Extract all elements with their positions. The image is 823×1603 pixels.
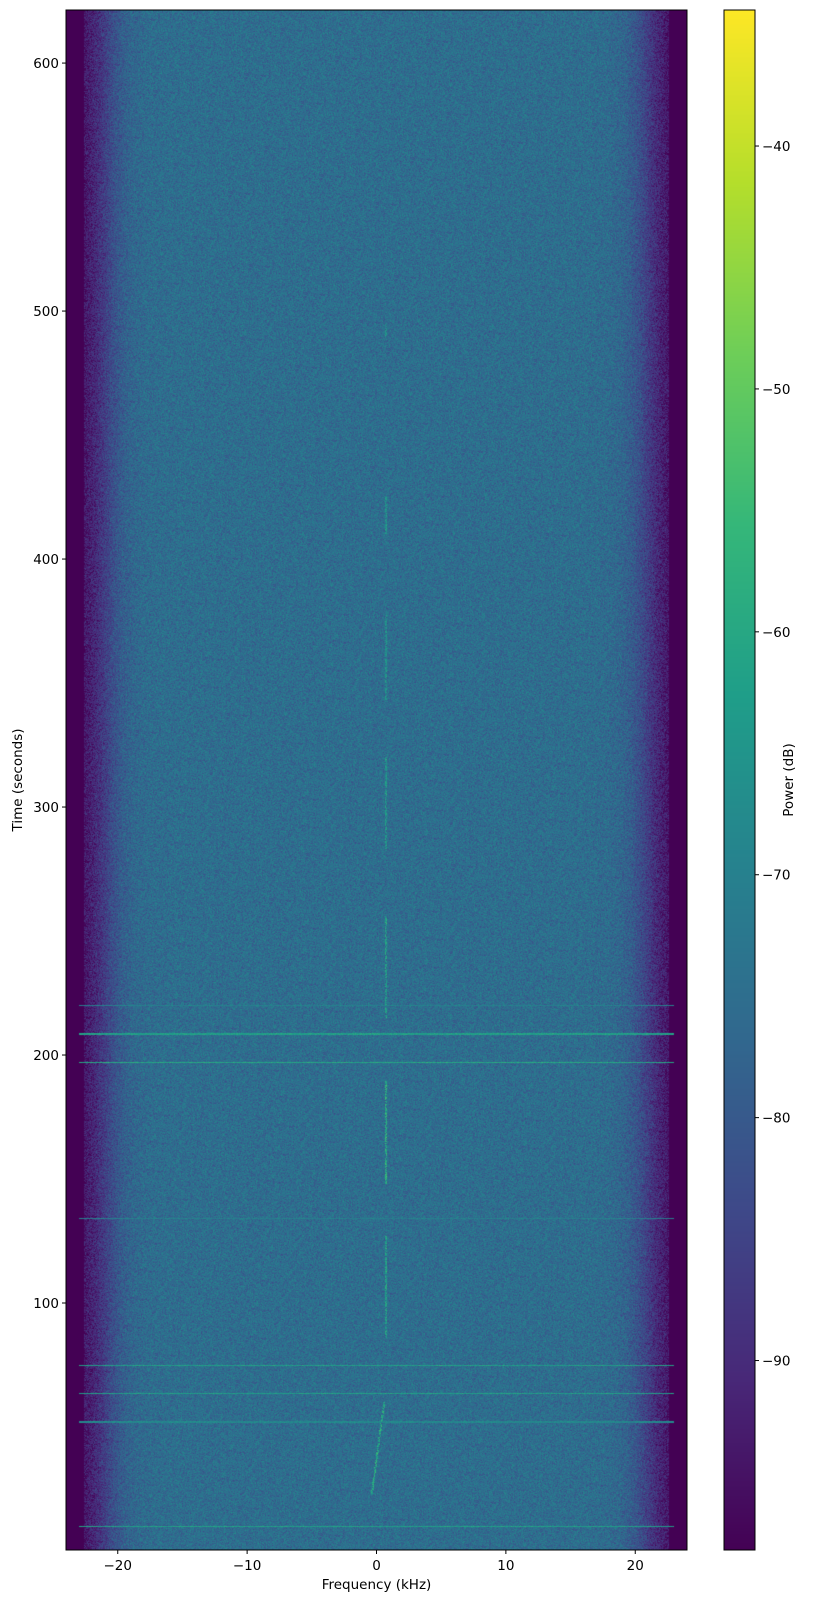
- x-tick-label: −10: [233, 1558, 262, 1574]
- x-tick-label: −20: [104, 1558, 133, 1574]
- x-tick-label: 20: [627, 1558, 644, 1574]
- x-axis-label: Frequency (kHz): [322, 1577, 432, 1593]
- colorbar-tick-label: −70: [762, 868, 791, 884]
- y-tick-label: 200: [33, 1048, 59, 1064]
- y-tick-label: 300: [33, 800, 59, 816]
- colorbar-ticks: −90 −80 −70 −60 −50 −40: [755, 139, 791, 1370]
- colorbar-tick-label: −40: [762, 139, 791, 155]
- colorbar: [724, 10, 755, 1550]
- spectrogram-heatmap: [66, 10, 687, 1550]
- colorbar-tick-label: −60: [762, 625, 791, 641]
- plot-frame: [65, 9, 688, 1551]
- colorbar-label: Power (dB): [781, 743, 797, 816]
- y-axis-ticks: 100 200 300 400 500 600: [33, 56, 66, 1312]
- y-tick-label: 400: [33, 552, 59, 568]
- x-axis-ticks: −20 −10 0 10 20: [104, 1550, 644, 1574]
- y-tick-label: 100: [33, 1296, 59, 1312]
- x-tick-label: 10: [497, 1558, 514, 1574]
- colorbar-frame: [723, 9, 756, 1551]
- colorbar-tick-label: −50: [762, 382, 791, 398]
- y-axis-label: Time (seconds): [10, 728, 26, 832]
- y-tick-label: 600: [33, 56, 59, 72]
- y-tick-label: 500: [33, 304, 59, 320]
- colorbar-tick-label: −80: [762, 1111, 791, 1127]
- colorbar-tick-label: −90: [762, 1354, 791, 1370]
- x-tick-label: 0: [372, 1558, 381, 1574]
